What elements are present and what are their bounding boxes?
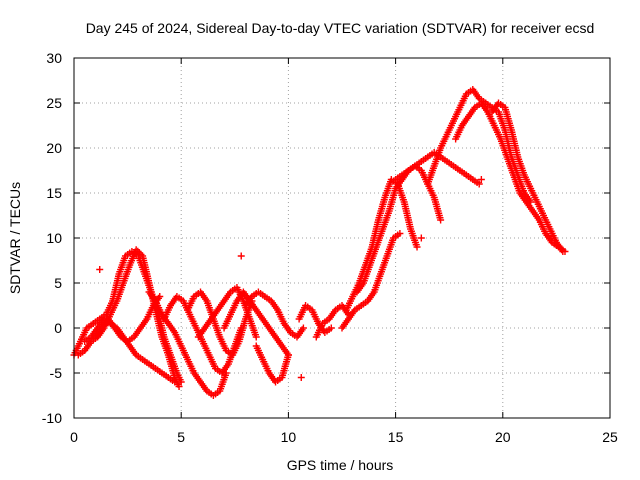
point-arc17 — [475, 180, 483, 188]
point-arc15 — [437, 216, 445, 224]
y-tick-label: -5 — [50, 365, 63, 381]
data-points — [70, 86, 569, 399]
point-isolated — [237, 252, 245, 260]
y-axis-label: SDTVAR / TECUs — [7, 182, 23, 294]
point-arc20 — [559, 248, 567, 255]
point-arc2 — [175, 383, 183, 390]
point-isolated — [96, 266, 104, 273]
point-arc2 — [134, 247, 142, 255]
grid-lines — [74, 58, 610, 418]
x-tick-label: 10 — [281, 429, 297, 445]
point-arc2 — [135, 249, 143, 257]
x-tick-label: 20 — [495, 429, 511, 445]
x-tick-label: 0 — [70, 429, 78, 445]
point-arc14 — [413, 243, 421, 251]
y-tick-label: 30 — [46, 50, 62, 66]
x-axis-label: GPS time / hours — [287, 457, 394, 473]
point-arc2 — [137, 250, 145, 258]
plot-frame — [73, 57, 611, 419]
point-isolated — [477, 176, 485, 183]
x-tick-label: 15 — [388, 429, 404, 445]
y-tick-label: 10 — [46, 230, 62, 246]
point-arc8 — [252, 333, 260, 341]
y-tick-label: 15 — [46, 185, 62, 201]
y-tick-label: 20 — [46, 140, 62, 156]
point-arc16 — [396, 230, 404, 237]
axis-ticks: 0 5 10 15 20 25 -10 -5 0 5 10 15 20 25 30 — [42, 50, 618, 445]
x-tick-label: 25 — [602, 429, 618, 445]
point-arc10 — [299, 324, 307, 332]
point-arc2 — [132, 246, 140, 254]
y-tick-label: 0 — [54, 320, 62, 336]
chart-title: Day 245 of 2024, Sidereal Day-to-day VTE… — [86, 20, 595, 36]
point-arc12 — [327, 324, 335, 332]
y-tick-label: -10 — [42, 410, 62, 426]
y-tick-label: 25 — [46, 95, 62, 111]
x-tick-label: 5 — [177, 429, 185, 445]
point-arc11 — [284, 351, 292, 359]
point-isolated — [417, 234, 425, 242]
y-tick-label: 5 — [54, 275, 62, 291]
point-arc4 — [156, 293, 164, 300]
point-isolated — [297, 374, 305, 381]
point-arc3 — [171, 378, 179, 386]
